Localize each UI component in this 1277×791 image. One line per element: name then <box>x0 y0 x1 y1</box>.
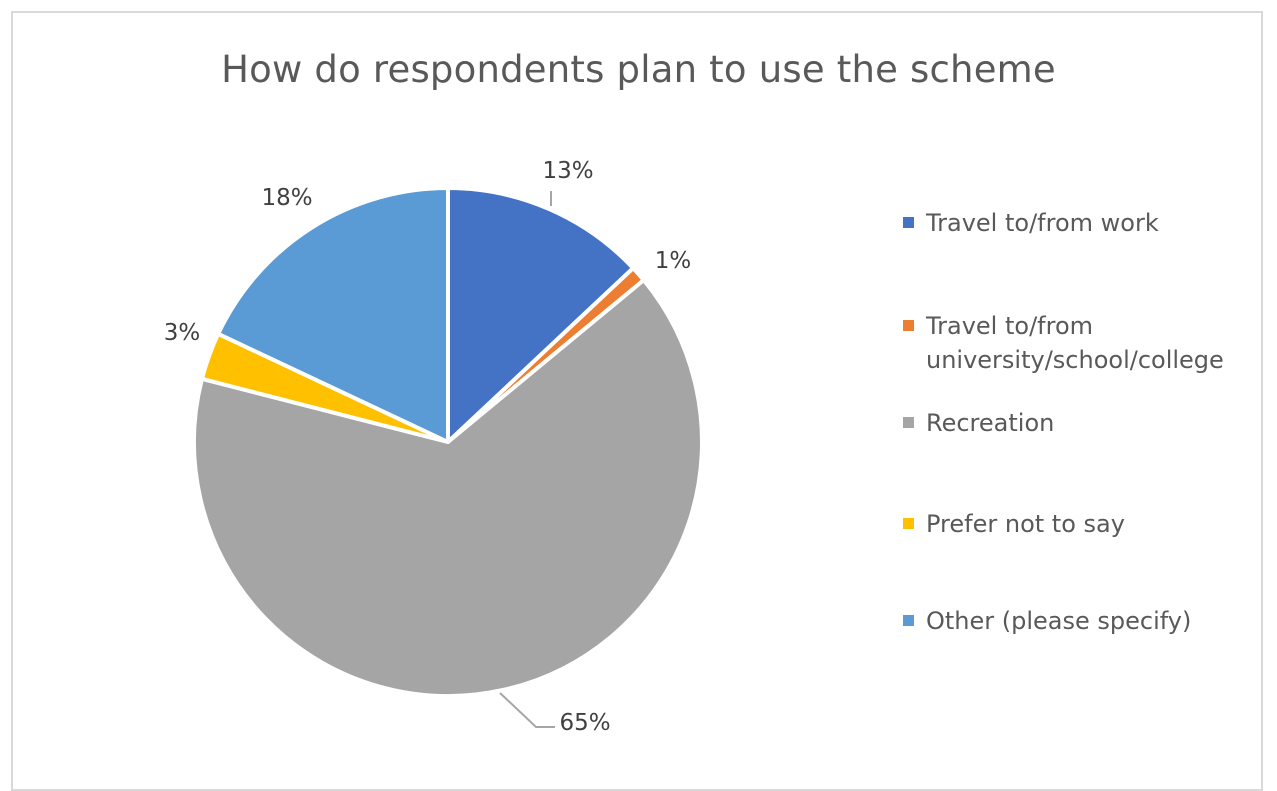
legend-swatch <box>903 217 914 228</box>
legend-item-other: Other (please specify) <box>903 604 1266 638</box>
data-label: 13% <box>542 158 593 184</box>
legend-label: Prefer not to say <box>926 510 1125 538</box>
data-labels: 13% 1% 65% 3% 18% <box>164 158 692 736</box>
legend-label: Recreation <box>926 409 1055 437</box>
legend-label: Travel to/from university/school/college <box>926 312 1224 374</box>
pie-slice-3 <box>192 278 704 698</box>
legend-label: Travel to/from work <box>926 209 1159 237</box>
leader-line <box>499 692 555 728</box>
data-label: 18% <box>261 185 312 211</box>
legend-item-travel-university: Travel to/from university/school/college <box>903 309 1266 377</box>
legend-item-recreation: Recreation <box>903 406 1266 440</box>
data-label: 3% <box>164 320 201 346</box>
leader-lines <box>499 191 555 728</box>
legend-item-travel-work: Travel to/from work <box>903 206 1266 240</box>
legend-swatch <box>903 417 914 428</box>
legend-swatch <box>903 320 914 331</box>
legend-label: Other (please specify) <box>926 607 1192 635</box>
pie-chart: 13% 1% 65% 3% 18% <box>164 158 704 736</box>
legend-item-prefer-not-to-say: Prefer not to say <box>903 507 1266 541</box>
data-label: 1% <box>655 248 692 274</box>
legend-swatch <box>903 518 914 529</box>
chart-title: How do respondents plan to use the schem… <box>221 48 1056 91</box>
data-label: 65% <box>559 710 610 736</box>
pie-slice-1 <box>446 186 636 444</box>
legend-swatch <box>903 615 914 626</box>
pie-slice-5 <box>216 186 450 444</box>
pie-slices <box>192 186 704 698</box>
